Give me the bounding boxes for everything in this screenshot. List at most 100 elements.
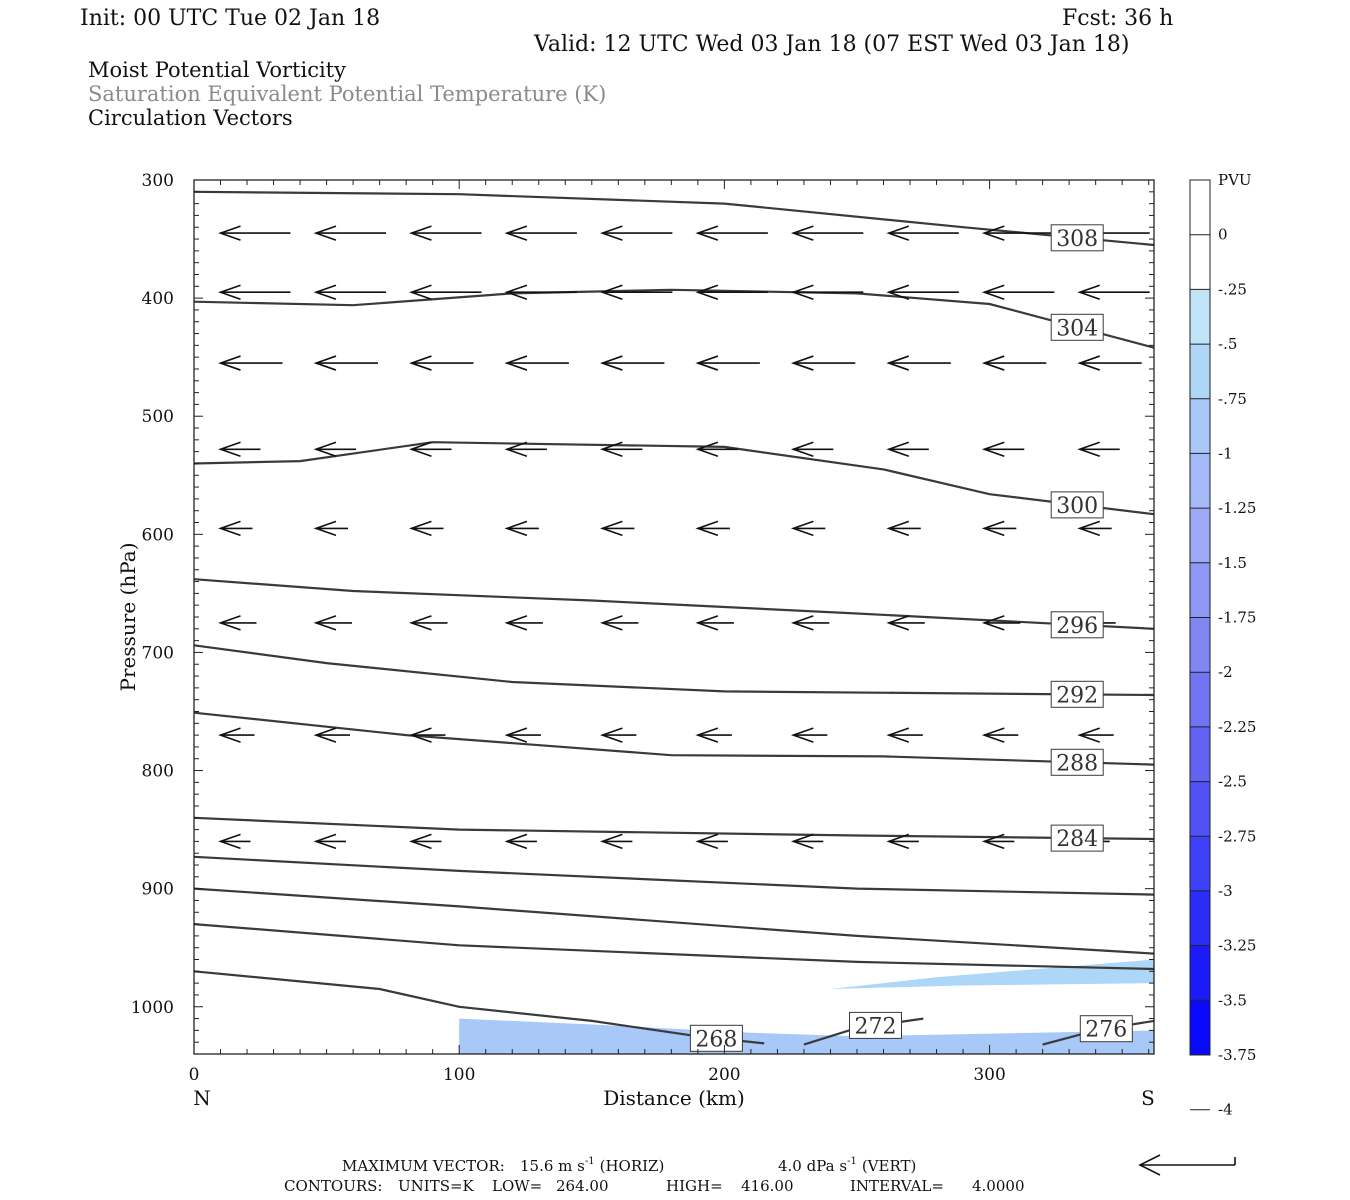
vector-head-61 [313, 727, 337, 743]
vector-head-75 [695, 833, 719, 850]
vector-head-63 [504, 727, 528, 743]
vector-head-15 [695, 284, 719, 300]
contour-296 [194, 578, 1154, 630]
vector-head-73 [504, 833, 528, 850]
colorbar-segment-10 [1190, 726, 1210, 782]
colorbar-segment-8 [1190, 617, 1210, 673]
mpv-region-0 [459, 1018, 1154, 1054]
colorbar-label-4: -1 [1218, 444, 1233, 462]
vector-head-46 [790, 520, 814, 537]
vector-head-23 [504, 355, 528, 371]
y-tick-label-300: 300 [142, 171, 174, 191]
vector-head-1 [313, 225, 337, 241]
footer-contours: CONTOURS: UNITS=K LOW= 264.00 HIGH= 416.… [284, 1177, 1025, 1195]
reference-vector-arrow [1138, 1154, 1236, 1176]
x-tick-label-300: 300 [973, 1065, 1005, 1085]
vert-unit: (VERT) [862, 1157, 917, 1175]
colorbar-label-2: -.5 [1218, 335, 1237, 353]
vector-head-7 [886, 225, 910, 241]
contour-high-label: HIGH= [666, 1177, 723, 1195]
vert-value: 4.0 dPa s-1 (VERT) [778, 1156, 916, 1175]
contour-label-288: 288 [1056, 751, 1098, 776]
colorbar-segment-11 [1190, 781, 1210, 837]
vector-head-44 [599, 520, 623, 537]
contour-284 [194, 816, 1154, 841]
vector-head-37 [886, 441, 910, 458]
y-tick-label-700: 700 [142, 643, 174, 663]
vector-head-40 [218, 520, 241, 537]
contour-units: UNITS=K [398, 1177, 475, 1195]
y-tick-label-400: 400 [142, 289, 174, 309]
colorbar-label-16: -4 [1218, 1101, 1233, 1119]
north-label: N [193, 1086, 211, 1110]
axis-tick-labels: 300 400 500 600 700 800 900 1000 0 100 200 300 [131, 171, 1006, 1085]
vector-head-13 [504, 284, 528, 300]
vector-head-8 [981, 225, 1005, 241]
vector-head-28 [981, 355, 1005, 371]
vector-head-56 [790, 615, 814, 631]
vector-head-69 [1077, 727, 1101, 743]
vector-head-48 [981, 520, 1005, 537]
contour-low-value: 264.00 [556, 1177, 609, 1195]
colorbar-label-6: -1.5 [1218, 554, 1247, 572]
colorbar-label-7: -1.75 [1218, 609, 1256, 627]
contour-interval-label: INTERVAL= [850, 1177, 944, 1195]
x-tick-label-0: 0 [189, 1065, 200, 1085]
field-title-1: Moist Potential Vorticity [88, 58, 346, 82]
colorbar-label-5: -1.25 [1218, 499, 1256, 517]
colorbar-label-8: -2 [1218, 663, 1233, 681]
vector-head-77 [886, 833, 910, 850]
vector-head-53 [504, 615, 528, 631]
y-tick-label-1000: 1000 [131, 998, 174, 1018]
x-axis-title: Distance (km) [603, 1086, 745, 1110]
vector-head-60 [218, 727, 241, 743]
pv-colorbar: 0 -.25 -.5 -.75 -1 -1.25 -1.5 -1.75 -2 -2.25 -2.5 -… [1189, 179, 1256, 1119]
contour-label-box-296 [1050, 611, 1104, 639]
horiz-value-number: 15.6 m s [520, 1157, 585, 1175]
colorbar-label-3: -.75 [1218, 390, 1247, 408]
contour-300 [194, 441, 1154, 516]
vector-head-76 [790, 833, 814, 850]
vector-head-4 [599, 225, 623, 241]
vert-exponent: -1 [847, 1156, 857, 1167]
vector-head-22 [409, 355, 432, 371]
vector-head-71 [313, 833, 337, 850]
south-label: S [1141, 1086, 1155, 1110]
y-tick-label-500: 500 [142, 407, 174, 427]
vector-head-27 [886, 355, 910, 371]
colorbar-segment-13 [1190, 890, 1210, 946]
vector-head-19 [1077, 284, 1101, 300]
contour-label-284: 284 [1056, 827, 1098, 852]
vector-head-67 [886, 727, 910, 743]
contour-unlabeled-7 [194, 855, 1154, 896]
colorbar-segment-12 [1190, 836, 1210, 891]
contour-304 [194, 288, 1154, 349]
horiz-value: 15.6 m s-1 (HORIZ) [520, 1156, 664, 1175]
colorbar-segment-7 [1190, 562, 1210, 618]
colorbar-label-10: -2.5 [1218, 773, 1247, 791]
mpv-shading [459, 959, 1154, 1054]
contour-308 [194, 190, 1154, 247]
vector-head-34 [599, 441, 623, 458]
colorbar-segment-5 [1190, 453, 1210, 509]
vector-head-41 [313, 520, 337, 537]
contour-label-292: 292 [1056, 683, 1098, 708]
vector-head-39 [1077, 441, 1101, 458]
colorbar-label-1: -.25 [1218, 280, 1247, 298]
field-title-2: Saturation Equivalent Potential Temperat… [88, 82, 606, 106]
vector-head-42 [409, 520, 432, 537]
contour-label-268: 268 [695, 1027, 737, 1052]
contour-label-box-304 [1050, 313, 1104, 341]
contour-label-296: 296 [1056, 614, 1098, 639]
contour-label-box-292 [1050, 680, 1104, 708]
vector-head-18 [981, 284, 1005, 300]
vert-value-number: 4.0 dPa s [778, 1157, 847, 1175]
colorbar-label-0: 0 [1218, 226, 1228, 244]
vector-head-62 [409, 727, 432, 743]
y-tick-label-800: 800 [142, 762, 174, 782]
vector-head-43 [504, 520, 528, 537]
vector-head-49 [1077, 520, 1101, 537]
vector-head-2 [409, 225, 432, 241]
y-tick-label-600: 600 [142, 525, 174, 545]
